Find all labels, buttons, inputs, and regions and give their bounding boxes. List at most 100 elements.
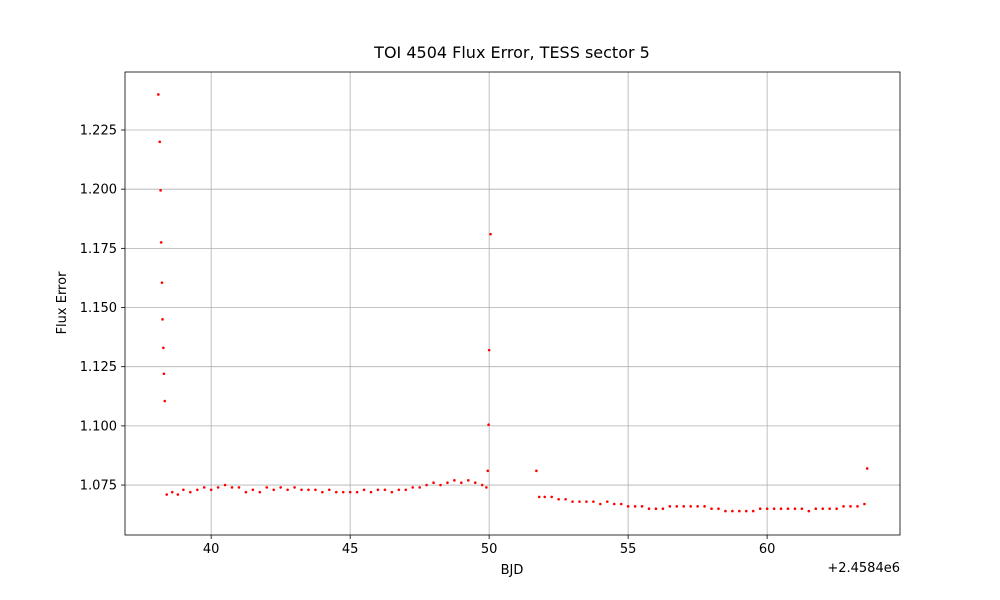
data-point	[800, 507, 804, 511]
data-point	[758, 507, 762, 511]
data-point	[362, 488, 366, 492]
data-point	[334, 490, 338, 494]
x-tick-label: 45	[342, 542, 359, 557]
data-point	[404, 488, 408, 492]
data-point	[793, 507, 797, 511]
data-point	[640, 505, 644, 508]
data-point	[159, 189, 162, 192]
data-point	[300, 488, 303, 492]
chart-title: TOI 4504 Flux Error, TESS sector 5	[373, 43, 650, 62]
data-point	[682, 505, 686, 508]
data-point	[272, 488, 276, 492]
data-point	[376, 488, 380, 492]
data-point	[571, 500, 574, 503]
data-point	[738, 509, 741, 513]
data-point	[605, 500, 609, 503]
x-tick-label: 55	[620, 542, 637, 557]
data-point	[537, 495, 541, 499]
data-point	[162, 346, 165, 350]
data-point	[251, 488, 255, 492]
data-point	[807, 509, 811, 513]
data-point	[564, 497, 567, 501]
data-point	[170, 490, 174, 494]
data-point	[585, 500, 588, 503]
data-point	[348, 490, 352, 494]
data-point	[724, 509, 727, 513]
data-point	[355, 490, 359, 494]
data-point	[176, 493, 180, 496]
y-tick-label: 1.075	[80, 479, 117, 494]
data-point	[467, 479, 470, 482]
data-point	[535, 469, 538, 473]
y-tick-label: 1.225	[80, 123, 117, 138]
data-point	[258, 490, 262, 494]
data-point	[675, 505, 679, 508]
data-point	[383, 488, 387, 492]
x-tick-label: 50	[481, 542, 498, 557]
data-point	[480, 483, 484, 487]
data-point	[307, 488, 310, 492]
plot-frame	[124, 71, 901, 536]
data-point	[486, 469, 490, 473]
data-point	[182, 488, 185, 492]
data-point	[473, 481, 477, 484]
y-tick-label: 1.200	[80, 183, 117, 198]
data-point	[158, 140, 162, 144]
data-point	[550, 495, 553, 499]
data-point	[202, 486, 206, 489]
data-point	[195, 488, 199, 492]
data-point	[842, 505, 845, 508]
data-point	[612, 502, 616, 506]
data-point	[557, 497, 560, 501]
data-point	[647, 507, 651, 511]
data-point	[163, 399, 167, 403]
data-point	[411, 486, 415, 489]
data-point	[223, 483, 227, 487]
data-point	[689, 505, 692, 508]
data-point	[828, 507, 831, 511]
y-tick-label: 1.125	[80, 360, 117, 375]
data-point	[599, 502, 602, 506]
data-point	[779, 507, 783, 511]
y-tick-label: 1.100	[80, 419, 117, 434]
data-point	[397, 488, 401, 492]
data-point	[633, 505, 637, 508]
data-point	[814, 507, 818, 511]
x-offset-label: +2.4584e6	[827, 561, 900, 576]
data-point	[237, 486, 241, 489]
data-point	[772, 507, 776, 511]
data-point	[744, 509, 748, 513]
data-point	[619, 502, 623, 506]
data-point	[717, 507, 720, 511]
data-point	[341, 490, 345, 494]
data-point	[765, 507, 769, 511]
data-point	[189, 490, 192, 494]
y-tick-label: 1.175	[80, 242, 117, 257]
data-point	[863, 502, 866, 506]
x-tick-label: 60	[759, 542, 776, 557]
data-point	[265, 486, 269, 489]
data-point	[487, 423, 490, 426]
data-point	[856, 505, 859, 508]
data-point	[293, 486, 296, 489]
data-point	[696, 505, 699, 508]
data-point	[369, 490, 373, 494]
data-point	[849, 505, 852, 508]
y-tick-label: 1.150	[80, 301, 117, 316]
data-point	[216, 486, 220, 489]
data-point	[835, 507, 838, 511]
data-point	[162, 372, 166, 376]
data-point	[286, 488, 289, 492]
data-point	[626, 505, 630, 508]
data-point	[439, 483, 442, 487]
data-point	[314, 488, 317, 492]
data-point	[661, 507, 665, 511]
data-point	[751, 509, 755, 513]
y-axis-label: Flux Error	[55, 271, 70, 334]
data-point	[489, 232, 492, 236]
data-point	[668, 505, 672, 508]
data-point	[578, 500, 581, 503]
data-point	[160, 281, 164, 284]
data-point	[703, 505, 706, 508]
